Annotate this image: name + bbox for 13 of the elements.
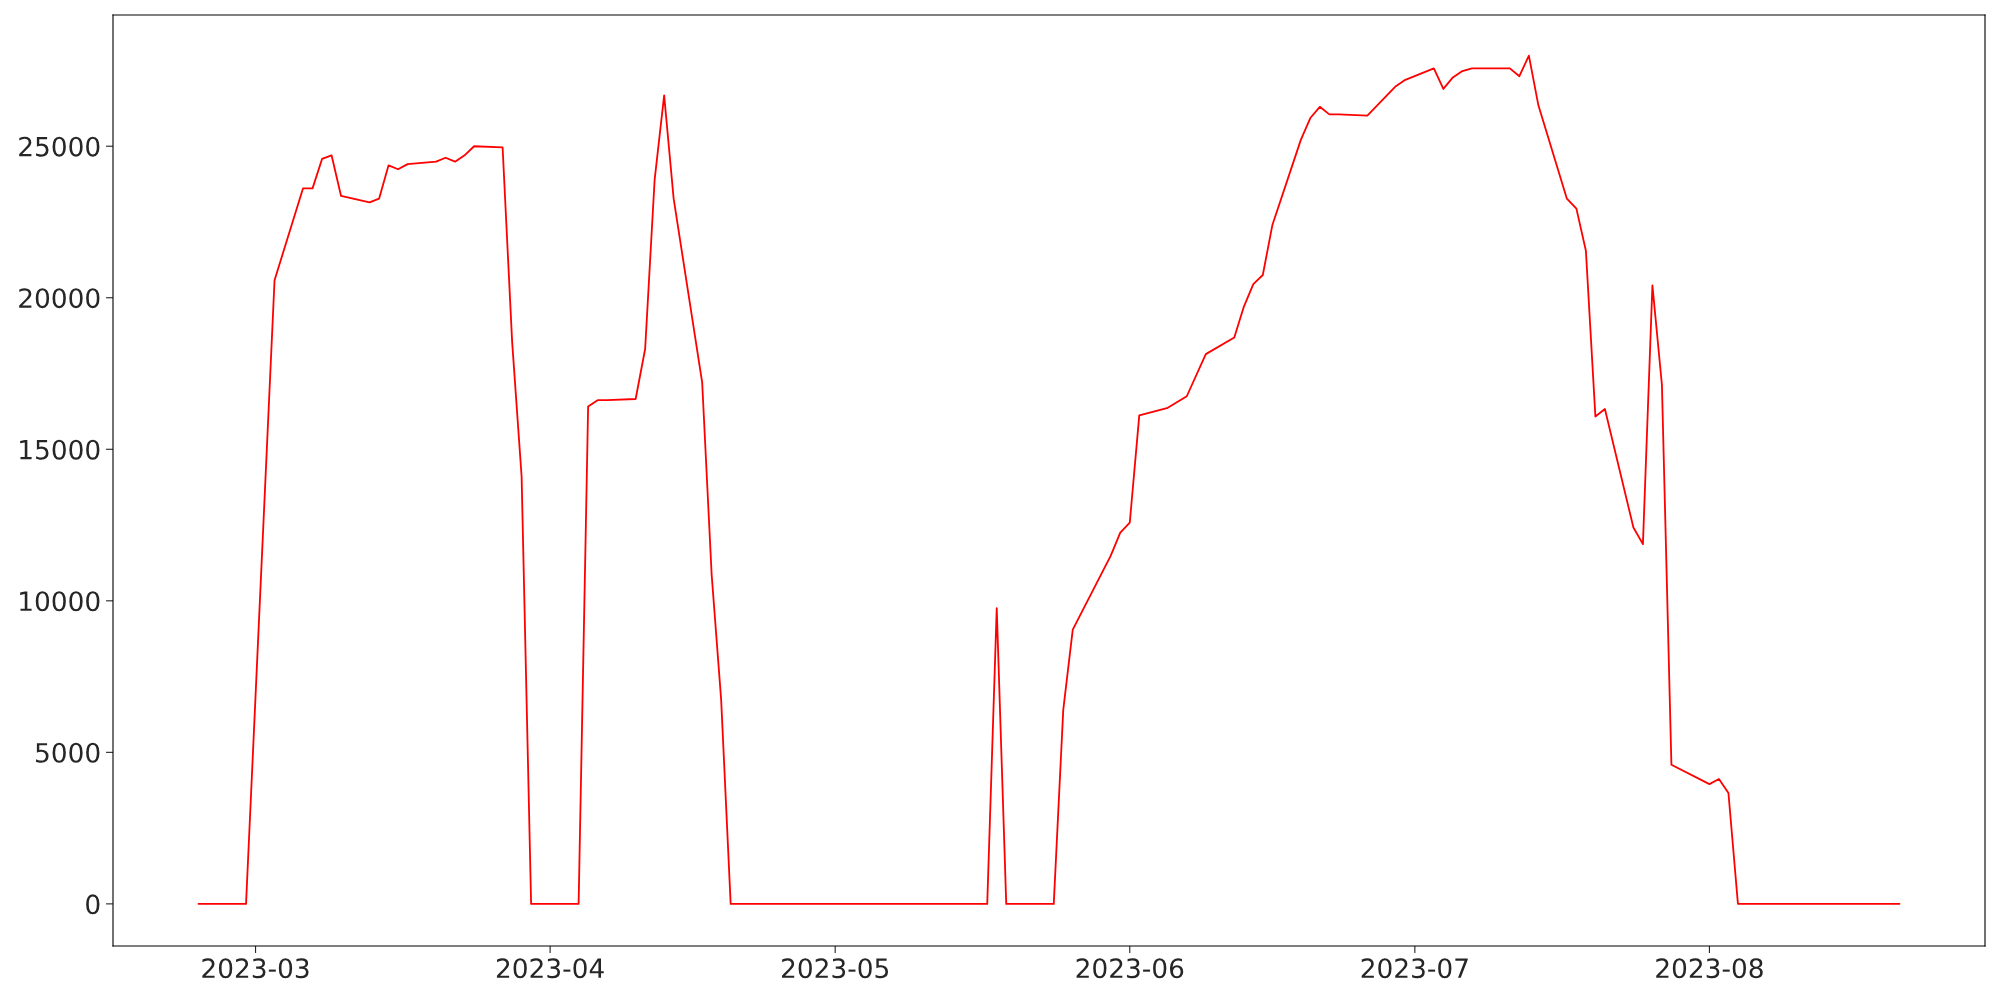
y-tick-label: 15000 — [20, 439, 100, 460]
y-tick-label: 0 — [86, 894, 100, 915]
x-tick-label: 2023-06 — [1076, 958, 1184, 979]
y-tick-label: 5000 — [36, 742, 100, 763]
y-tick-label: 25000 — [19, 136, 100, 157]
y-tick-label: 10000 — [20, 591, 100, 612]
x-tick-label: 2023-07 — [1361, 958, 1468, 979]
x-tick-label: 2023-08 — [1656, 958, 1763, 979]
line-series — [197, 54, 1901, 905]
x-tick-label: 2023-03 — [202, 958, 309, 979]
x-tick-label: 2023-04 — [496, 958, 604, 979]
x-tick-label: 2023-05 — [782, 958, 889, 979]
y-tick-label: 20000 — [19, 288, 100, 309]
